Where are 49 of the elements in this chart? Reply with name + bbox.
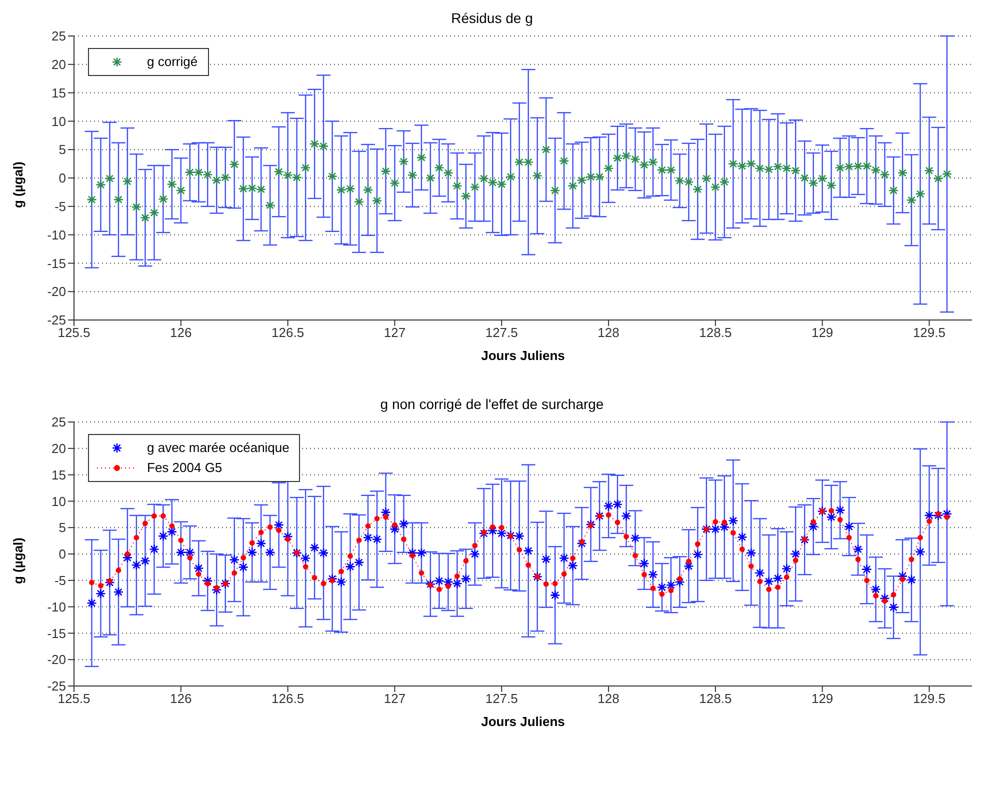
y-tick-label: 25: [52, 28, 66, 44]
y-tick-label: -10: [47, 227, 66, 242]
y-tick-label: 15: [52, 467, 66, 482]
y-axis-title: g (µgal): [10, 162, 26, 208]
x-axis-title: Jours Juliens: [481, 348, 565, 363]
y-tick-label: -20: [47, 652, 66, 668]
y-tick-label: 0: [58, 170, 66, 186]
x-tick-label: 128: [598, 325, 620, 340]
y-tick-label: 15: [52, 85, 66, 100]
x-tick-label: 129: [811, 325, 834, 340]
y-tick-label: 10: [52, 494, 66, 509]
chart-title: g non corrigé de l'effet de surcharge: [379, 395, 605, 414]
x-tick-label: 126.5: [272, 691, 304, 706]
y-tick-label: 25: [52, 414, 66, 430]
chart-title: Résidus de g: [450, 9, 534, 28]
y-tick-label: -5: [54, 199, 66, 214]
y-tick-label: -10: [47, 599, 66, 614]
y-tick-label: 20: [52, 57, 66, 72]
x-tick-label: 126: [170, 325, 192, 340]
legend-label: g corrigé: [147, 53, 198, 71]
y-tick-label: -25: [47, 312, 66, 328]
y-tick-label: 5: [58, 142, 66, 158]
x-tick-label: 127: [384, 325, 406, 340]
x-tick-label: 126.5: [272, 325, 304, 340]
y-tick-label: -25: [47, 678, 66, 694]
y-tick-label: 10: [52, 114, 66, 129]
x-tick-label: 128: [598, 691, 620, 706]
x-tick-label: 129.5: [912, 325, 946, 340]
y-tick-label: -15: [47, 626, 66, 641]
y-tick-label: 20: [52, 441, 66, 456]
legend-label: g avec marée océanique: [147, 439, 290, 457]
x-tick-label: 128.5: [699, 325, 732, 340]
y-tick-label: -5: [54, 573, 66, 588]
x-tick-label: 129: [811, 691, 834, 706]
x-tick-label: 127: [384, 691, 406, 706]
y-tick-label: -15: [47, 256, 66, 271]
x-tick-label: 127.5: [485, 691, 518, 706]
x-axis-title: Jours Juliens: [481, 714, 565, 729]
y-tick-label: 0: [58, 546, 66, 562]
y-axis-title: g (µgal): [10, 538, 26, 584]
y-tick-label: -20: [47, 284, 66, 300]
x-tick-label: 127.5: [485, 325, 518, 340]
x-tick-label: 125.5: [58, 691, 90, 706]
x-tick-label: 125.5: [58, 325, 90, 340]
x-tick-label: 129.5: [912, 691, 946, 706]
legend-label: Fes 2004 G5: [147, 459, 222, 477]
y-tick-label: 5: [58, 520, 66, 536]
x-tick-label: 128.5: [699, 691, 732, 706]
x-tick-label: 126: [170, 691, 192, 706]
